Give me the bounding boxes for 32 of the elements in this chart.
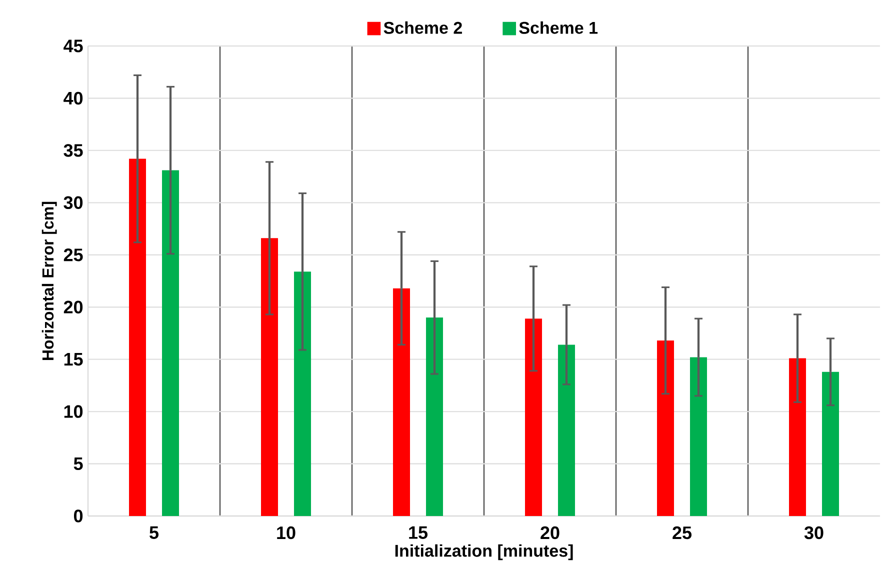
- x-tick-label: 10: [277, 526, 296, 540]
- y-axis-title: Horizontal Error [cm]: [42, 202, 57, 360]
- bar: [822, 372, 839, 516]
- bar: [558, 344, 575, 516]
- legend-label: Scheme 2: [384, 21, 462, 34]
- y-tick-label: 5: [74, 458, 83, 470]
- y-tick-label: 10: [64, 405, 83, 418]
- y-tick-label: 20: [64, 300, 83, 314]
- y-tick-label: 45: [64, 40, 83, 52]
- y-tick-label: 30: [64, 196, 83, 210]
- bar: [525, 318, 542, 516]
- bar: [261, 238, 278, 516]
- bar: [162, 170, 180, 516]
- bar: [426, 318, 444, 516]
- legend-label: Scheme 1: [519, 21, 598, 34]
- x-axis-title: Initialization [minutes]: [395, 544, 573, 560]
- bar: [393, 288, 410, 516]
- bar: [789, 358, 806, 516]
- x-tick-label: 30: [804, 526, 824, 540]
- bar: [657, 340, 674, 516]
- y-tick-label: 15: [64, 353, 83, 366]
- y-tick-label: 40: [64, 92, 83, 105]
- x-tick-label: 5: [150, 526, 159, 539]
- y-tick-label: 35: [64, 144, 83, 157]
- bar: [129, 158, 146, 516]
- x-tick-label: 20: [540, 526, 560, 540]
- x-tick-label: 25: [672, 526, 692, 540]
- x-tick-label: 15: [409, 526, 428, 539]
- y-tick-label: 25: [64, 248, 83, 262]
- bar: [294, 272, 312, 516]
- y-tick-label: 0: [74, 510, 83, 522]
- bar: [690, 357, 707, 516]
